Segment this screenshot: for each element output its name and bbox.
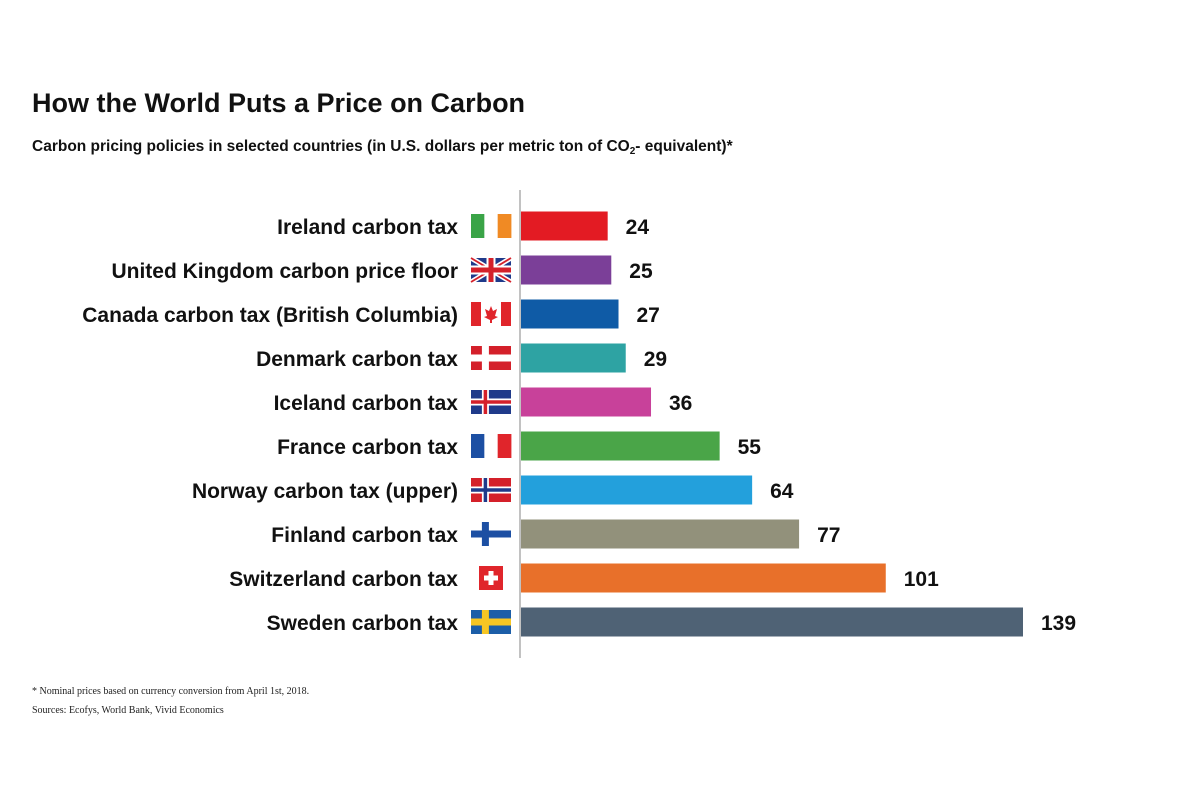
footnote: * Nominal prices based on currency conve… bbox=[32, 686, 310, 697]
bar-row-united-kingdom: United Kingdom carbon price floor 25 bbox=[111, 255, 653, 285]
bar-row-canada: Canada carbon tax (British Columbia) 27 bbox=[82, 299, 660, 329]
bar bbox=[521, 211, 608, 241]
norway-flag-icon bbox=[471, 478, 511, 502]
bar-row-sweden: Sweden carbon tax 139 bbox=[267, 607, 1076, 637]
value-label: 36 bbox=[669, 392, 692, 415]
bar-row-finland: Finland carbon tax 77 bbox=[271, 519, 840, 549]
value-label: 139 bbox=[1041, 612, 1076, 635]
united-kingdom-flag-icon bbox=[469, 255, 513, 285]
iceland-flag-icon bbox=[471, 390, 511, 414]
category-label: Canada carbon tax (British Columbia) bbox=[82, 304, 458, 327]
value-label: 24 bbox=[626, 216, 650, 239]
bar bbox=[521, 299, 619, 329]
bar-row-switzerland: Switzerland carbon tax 101 bbox=[229, 563, 939, 593]
bar-row-iceland: Iceland carbon tax 36 bbox=[274, 387, 692, 417]
subtitle-text: Carbon pricing policies in selected coun… bbox=[32, 138, 630, 155]
value-label: 64 bbox=[770, 480, 794, 503]
bar bbox=[521, 343, 626, 373]
canada-flag-icon bbox=[471, 302, 511, 326]
category-label: Norway carbon tax (upper) bbox=[192, 480, 458, 503]
subtitle-subscript: 2 bbox=[629, 146, 636, 157]
subtitle-text-end: - equivalent)* bbox=[635, 138, 733, 155]
sweden-flag-icon bbox=[471, 610, 511, 634]
bar-row-norway: Norway carbon tax (upper) 64 bbox=[192, 475, 794, 505]
chart-title: How the World Puts a Price on Carbon bbox=[32, 88, 526, 118]
category-label: Ireland carbon tax bbox=[277, 216, 458, 239]
value-label: 77 bbox=[817, 524, 840, 547]
category-label: Switzerland carbon tax bbox=[229, 568, 458, 591]
bar-row-ireland: Ireland carbon tax 24 bbox=[277, 211, 650, 241]
sources-note: Sources: Ecofys, World Bank, Vivid Econo… bbox=[32, 705, 224, 716]
category-label: Finland carbon tax bbox=[271, 524, 458, 547]
value-label: 25 bbox=[629, 260, 653, 283]
denmark-flag-icon bbox=[471, 346, 511, 370]
ireland-flag-icon bbox=[471, 214, 512, 238]
value-label: 101 bbox=[904, 568, 939, 591]
bar bbox=[521, 563, 886, 593]
switzerland-flag-icon bbox=[479, 566, 503, 590]
bar bbox=[521, 475, 753, 505]
bar-rows: Ireland carbon tax 24 United Kingdom carbo… bbox=[82, 211, 1076, 637]
category-label: United Kingdom carbon price floor bbox=[111, 260, 458, 283]
value-label: 29 bbox=[644, 348, 667, 371]
chart-subtitle: Carbon pricing policies in selected coun… bbox=[32, 138, 733, 157]
category-label: Denmark carbon tax bbox=[256, 348, 458, 371]
bar bbox=[521, 519, 800, 549]
bar bbox=[521, 255, 612, 285]
category-label: France carbon tax bbox=[277, 436, 458, 459]
bar-row-france: France carbon tax 55 bbox=[277, 431, 762, 461]
france-flag-icon bbox=[471, 434, 512, 458]
bar bbox=[521, 431, 720, 461]
category-label: Iceland carbon tax bbox=[274, 392, 459, 415]
bar-row-denmark: Denmark carbon tax 29 bbox=[256, 343, 667, 373]
bar bbox=[521, 607, 1023, 637]
value-label: 55 bbox=[738, 436, 762, 459]
finland-flag-icon bbox=[471, 522, 511, 546]
category-label: Sweden carbon tax bbox=[267, 612, 459, 635]
value-label: 27 bbox=[637, 304, 660, 327]
bar bbox=[521, 387, 652, 417]
